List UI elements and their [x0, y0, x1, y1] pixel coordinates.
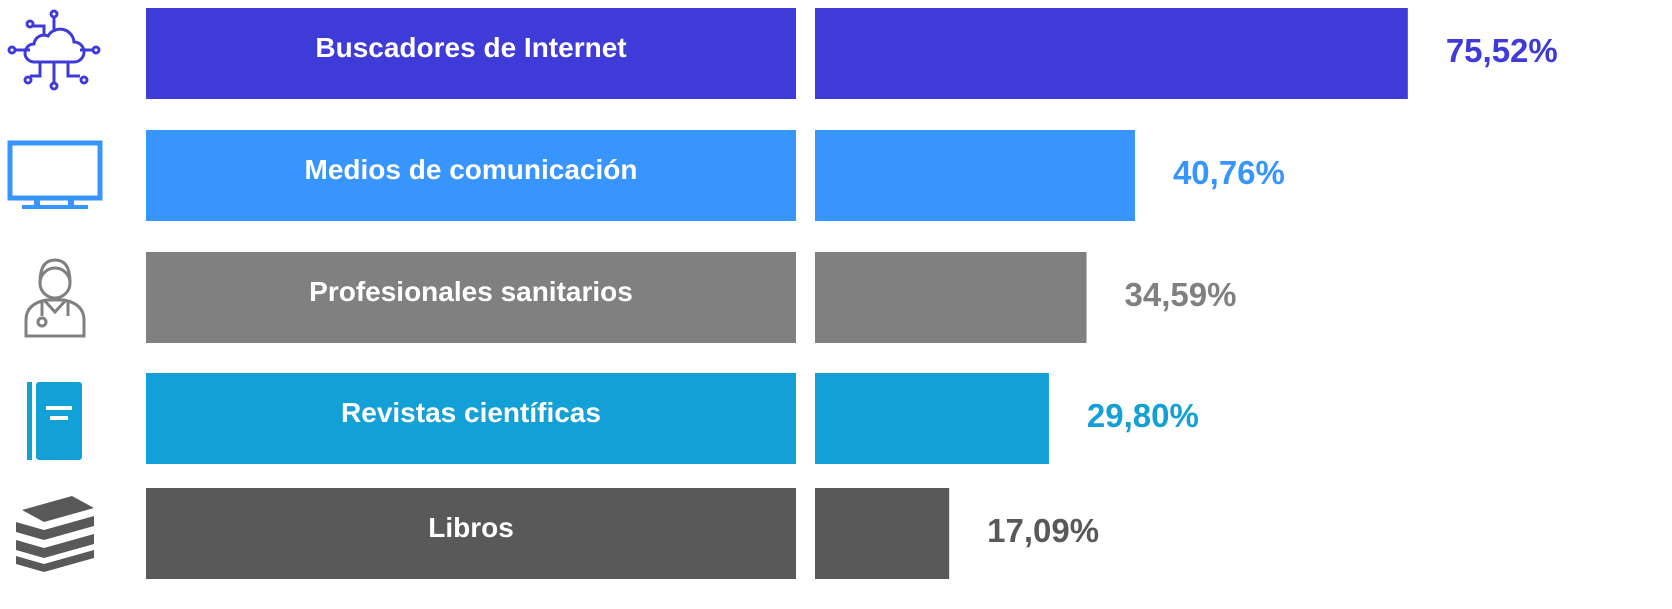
category-label: Revistas científicas — [341, 397, 601, 428]
value-label: 17,09% — [987, 512, 1099, 549]
category-box — [146, 8, 796, 99]
category-label: Medios de comunicación — [305, 154, 638, 185]
icon-books — [16, 496, 94, 572]
icon-journal — [27, 382, 82, 460]
value-label: 34,59% — [1125, 276, 1237, 313]
value-label: 75,52% — [1446, 32, 1558, 69]
bar — [815, 8, 1408, 99]
bar — [815, 373, 1049, 464]
bar — [815, 130, 1135, 221]
icon-cloud — [7, 9, 101, 91]
icon-doctor — [24, 258, 86, 338]
category-label: Buscadores de Internet — [315, 32, 626, 63]
category-label: Libros — [428, 512, 514, 543]
category-box — [146, 252, 796, 343]
icon-monitor — [7, 140, 103, 209]
category-label: Profesionales sanitarios — [309, 276, 633, 307]
bar — [815, 252, 1087, 343]
category-box — [146, 488, 796, 579]
bar — [815, 488, 950, 579]
value-label: 40,76% — [1173, 154, 1285, 191]
category-box — [146, 130, 796, 221]
category-box — [146, 373, 796, 464]
value-label: 29,80% — [1087, 397, 1199, 434]
